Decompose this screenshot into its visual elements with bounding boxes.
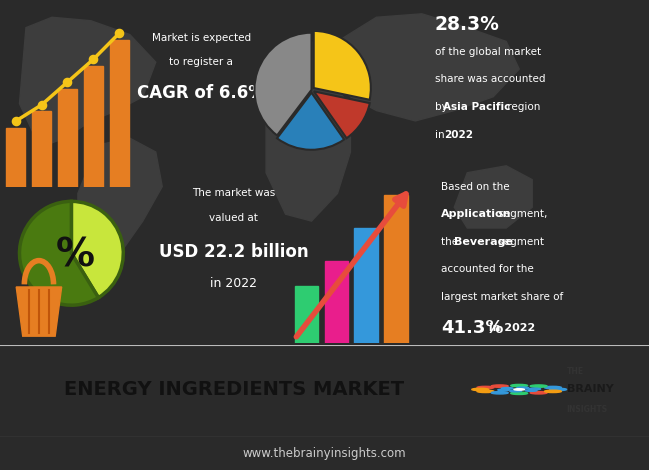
Text: THE: THE [567,367,583,376]
Circle shape [511,384,528,387]
Circle shape [545,390,561,392]
Polygon shape [19,17,156,145]
Text: the: the [441,237,461,247]
Point [114,29,125,37]
Wedge shape [19,201,99,305]
Circle shape [498,389,509,391]
Text: share was accounted: share was accounted [435,74,545,85]
Polygon shape [454,166,532,228]
Polygon shape [266,76,350,221]
Text: accounted for the: accounted for the [441,265,534,274]
Text: segment: segment [495,237,544,247]
Circle shape [514,389,524,390]
Text: of the global market: of the global market [435,47,541,57]
Circle shape [545,386,561,389]
Circle shape [477,386,494,389]
Bar [295,285,318,343]
Wedge shape [277,93,344,150]
Circle shape [550,388,567,391]
FancyArrowPatch shape [297,194,406,337]
Circle shape [529,388,541,390]
Circle shape [525,390,537,392]
Text: largest market share of: largest market share of [441,292,563,302]
Wedge shape [71,201,123,298]
Polygon shape [337,14,519,121]
Text: CAGR of 6.6%: CAGR of 6.6% [137,84,265,102]
Text: INSIGHTS: INSIGHTS [567,405,607,414]
Text: ENERGY INGREDIENTS MARKET: ENERGY INGREDIENTS MARKET [64,380,404,399]
Circle shape [491,385,508,387]
Wedge shape [314,91,370,138]
Text: in 2022: in 2022 [485,323,535,333]
Text: BRAINY: BRAINY [567,384,613,394]
Circle shape [509,390,521,392]
Text: Application: Application [441,209,512,219]
Bar [384,195,408,343]
Circle shape [502,388,513,389]
Text: 28.3%: 28.3% [435,15,500,34]
Text: 2022: 2022 [444,130,473,140]
Text: Beverage: Beverage [454,237,513,247]
Circle shape [530,392,547,394]
Bar [84,66,103,187]
Polygon shape [78,138,162,256]
Circle shape [477,390,494,392]
Text: %: % [56,237,95,275]
Text: in 2022: in 2022 [210,277,257,290]
Bar [110,39,129,187]
Polygon shape [273,41,357,83]
Bar [324,261,348,343]
Bar [6,128,25,187]
Text: 41.3%: 41.3% [441,319,504,337]
Point [36,101,47,109]
Text: to register a: to register a [169,57,233,67]
Wedge shape [254,33,312,135]
Text: Market is expected: Market is expected [152,33,251,43]
Text: segment,: segment, [495,209,547,219]
Text: valued at: valued at [209,212,258,223]
Text: in: in [435,130,448,140]
Circle shape [511,392,528,394]
Text: Based on the: Based on the [441,181,510,192]
Bar [58,88,77,187]
Circle shape [491,392,508,394]
Polygon shape [16,287,62,336]
Text: Asia Pacific: Asia Pacific [443,102,511,112]
Text: The market was: The market was [192,188,275,198]
Text: USD 22.2 billion: USD 22.2 billion [159,243,308,261]
Circle shape [517,387,529,389]
Circle shape [530,385,547,387]
Text: www.thebrainyinsights.com: www.thebrainyinsights.com [243,447,406,460]
Text: region: region [504,102,541,112]
Point [10,118,21,125]
Bar [32,111,51,187]
Wedge shape [313,31,371,100]
Circle shape [472,388,489,391]
Bar [354,228,378,343]
Point [62,78,73,86]
Text: by: by [435,102,451,112]
Point [88,55,99,63]
